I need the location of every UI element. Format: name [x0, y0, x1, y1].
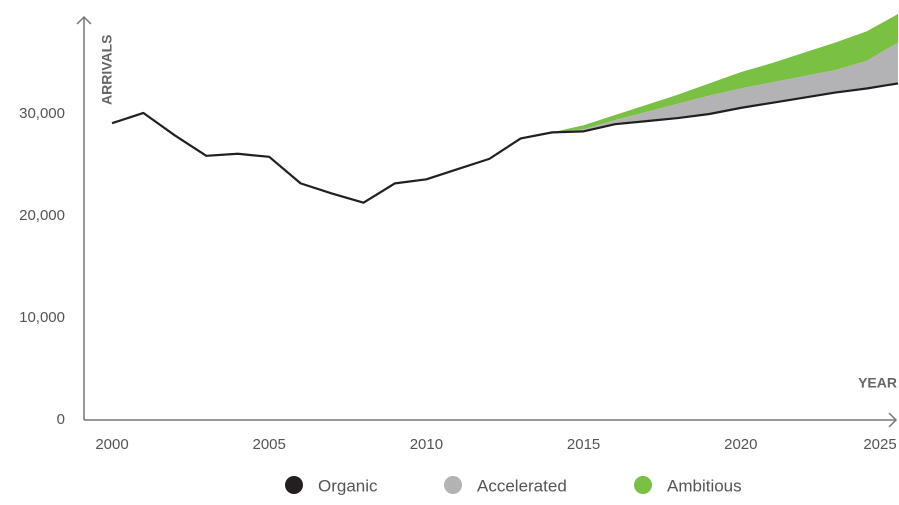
- y-tick-label: 0: [57, 411, 65, 428]
- area-accelerated: [552, 42, 898, 133]
- y-arrow: [76, 15, 92, 25]
- x-tick-label: 2010: [410, 436, 443, 453]
- legend-swatch: [634, 476, 652, 494]
- y-axis-label: ARRIVALS: [99, 34, 115, 105]
- y-tick-label: 30,000: [19, 105, 65, 122]
- x-tick-label: 2015: [567, 436, 600, 453]
- x-axis-label: YEAR: [858, 375, 897, 391]
- legend-label: Organic: [318, 476, 378, 495]
- legend-swatch: [285, 476, 303, 494]
- legend-label: Ambitious: [667, 476, 742, 495]
- x-tick-label: 2005: [253, 436, 286, 453]
- x-tick-label: 2020: [724, 436, 757, 453]
- axes: [76, 15, 898, 428]
- legend-swatch: [444, 476, 462, 494]
- x-arrow: [888, 412, 898, 428]
- y-tick-label: 20,000: [19, 207, 65, 224]
- x-tick-label: 2000: [95, 436, 128, 453]
- x-tick-label: 2025: [863, 436, 896, 453]
- line-organic: [111, 82, 899, 204]
- y-tick-label: 10,000: [19, 309, 65, 326]
- legend-label: Accelerated: [477, 476, 567, 495]
